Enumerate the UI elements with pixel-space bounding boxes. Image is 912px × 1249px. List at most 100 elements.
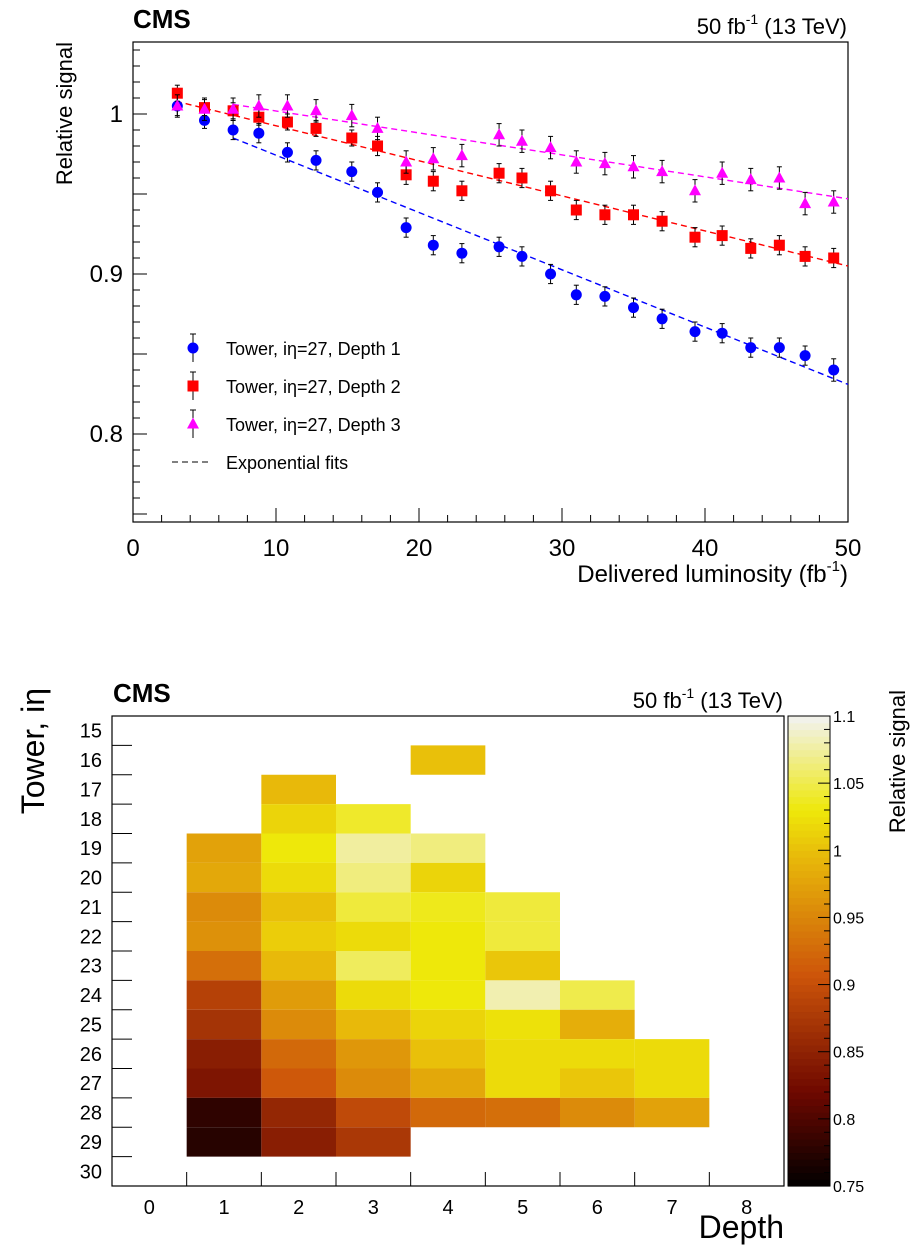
heatmap-cell (336, 1068, 411, 1098)
color-scale-band (788, 904, 830, 912)
color-scale-tick-label: 0.95 (833, 910, 864, 927)
heatmap-cell (485, 980, 560, 1010)
legend-label: Tower, iη=27, Depth 2 (226, 377, 401, 397)
scatter-x-tick-label: 50 (835, 535, 862, 562)
heatmap-cell (186, 1097, 262, 1128)
color-scale-band (788, 1085, 830, 1093)
data-point-depth1 (599, 290, 611, 302)
scatter-x-tick-label: 20 (406, 535, 433, 562)
heatmap-cell (634, 1039, 710, 1069)
color-scale-band (788, 1145, 830, 1154)
color-scale-band (788, 1139, 830, 1147)
heatmap-cell (336, 862, 411, 893)
data-point-depth1 (773, 342, 785, 354)
color-scale-band (788, 850, 830, 858)
heatmap-lumi-label: 50 fb-1 (13 TeV) (633, 685, 783, 713)
legend-marker-depth3 (187, 417, 199, 429)
data-point-depth2 (716, 230, 728, 242)
data-point-depth3 (716, 166, 729, 178)
color-scale-band (788, 749, 830, 757)
legend-fit-label: Exponential fits (226, 453, 348, 473)
color-scale-band (788, 1092, 830, 1100)
scatter-y-tick-label: 0.8 (90, 421, 123, 448)
data-point-depth1 (310, 154, 322, 166)
scatter-x-tick-label: 0 (126, 535, 139, 562)
data-point-depth1 (493, 241, 505, 253)
color-scale-band (788, 1125, 830, 1133)
heatmap-cell (560, 980, 635, 1010)
heatmap-cell (186, 980, 262, 1010)
color-scale-band (788, 1152, 830, 1160)
heatmap-cell (261, 804, 336, 834)
color-scale-band (788, 1004, 830, 1013)
data-point-depth1 (281, 146, 293, 158)
data-point-depth2 (799, 250, 811, 262)
heatmap-x-tick-label: 2 (293, 1197, 304, 1219)
heatmap-y-tick-label: 30 (80, 1161, 102, 1183)
scatter-x-tick-label: 40 (692, 535, 719, 562)
data-point-depth2 (456, 185, 468, 197)
color-scale-band (788, 971, 830, 979)
color-scale-band (788, 729, 830, 737)
heatmap-x-tick-label: 5 (517, 1197, 528, 1219)
color-scale-band (788, 1172, 830, 1180)
heatmap-z-axis-label: Relative signal (885, 690, 910, 833)
heatmap-cell (261, 1127, 336, 1157)
data-point-depth3 (544, 141, 557, 153)
heatmap-cell (186, 951, 262, 981)
data-point-depth3 (310, 104, 323, 116)
heatmap-cell (485, 921, 560, 951)
heatmap-y-tick-label: 15 (80, 721, 102, 743)
fit-line (232, 137, 849, 386)
data-point-depth1 (828, 364, 840, 376)
data-point-depth3 (281, 99, 294, 111)
color-scale-band (788, 917, 830, 925)
data-point-depth1 (253, 127, 265, 139)
data-point-depth3 (493, 128, 506, 140)
data-point-depth1 (227, 124, 239, 136)
heatmap-y-tick-label: 16 (80, 750, 102, 772)
fit-line (232, 103, 849, 200)
color-scale-tick-label: 0.9 (833, 978, 855, 995)
heatmap-cell (336, 980, 411, 1010)
color-scale-band (788, 796, 830, 804)
heatmap-cell (485, 951, 560, 981)
heatmap-x-tick-label: 3 (368, 1197, 379, 1219)
heatmap-color-scale: 0.75 0.8 0.85 0.9 0.95 1 1.05 1.1 (787, 709, 864, 1196)
heatmap-cell (261, 921, 336, 951)
color-scale-band (788, 1011, 830, 1019)
heatmap-x-axis-label: Depth (699, 1209, 784, 1245)
scatter-y-tick-label: 1 (110, 101, 123, 128)
heatmap-cell (336, 1097, 411, 1128)
data-point-depth3 (598, 157, 611, 169)
heatmap-y-tick-label: 24 (80, 985, 102, 1007)
heatmap-cell (410, 1068, 486, 1098)
heatmap-y-tick-label: 18 (80, 809, 102, 831)
data-point-depth3 (198, 102, 211, 114)
data-point-depth3 (252, 99, 265, 111)
color-scale-band (788, 763, 830, 771)
heatmap-cell (261, 1039, 336, 1069)
color-scale-band (788, 1078, 830, 1086)
color-scale-band (788, 877, 830, 885)
scatter-y-tick-label: 0.9 (90, 261, 123, 288)
legend-label: Tower, iη=27, Depth 3 (226, 415, 401, 435)
color-scale-band (788, 769, 830, 778)
color-scale-tick-label: 1 (833, 843, 842, 860)
scatter-legend: Tower, iη=27, Depth 1 Tower, iη=27, Depth… (172, 333, 401, 473)
heatmap-x-tick-label: 1 (218, 1197, 229, 1219)
heatmap-x-tick-label: 8 (741, 1197, 752, 1219)
heatmap-x-tick-label: 6 (592, 1197, 603, 1219)
heatmap-cell (410, 833, 486, 863)
heatmap-y-tick-label: 26 (80, 1044, 102, 1066)
color-scale-band (788, 991, 830, 999)
color-scale-band (788, 756, 830, 764)
data-point-depth2 (545, 185, 557, 197)
color-scale-band (788, 897, 830, 905)
color-scale-band (788, 863, 830, 872)
legend-label: Tower, iη=27, Depth 1 (226, 339, 401, 359)
color-scale-band (788, 789, 830, 798)
data-point-depth2 (689, 231, 701, 243)
color-scale-band (788, 924, 830, 932)
color-scale-band (788, 823, 830, 831)
